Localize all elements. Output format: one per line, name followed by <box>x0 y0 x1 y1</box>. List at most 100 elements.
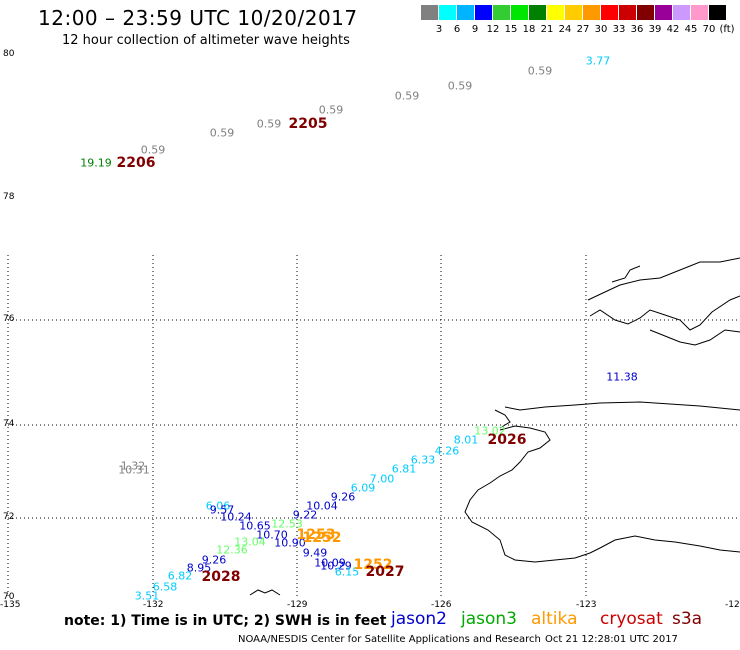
swh-observation: 0.59 <box>140 143 166 157</box>
scale-label: (ft) <box>719 24 735 35</box>
scale-label: 33 <box>612 24 626 35</box>
map-subtitle: 12 hour collection of altimeter wave hei… <box>62 33 350 48</box>
scale-label: 24 <box>558 24 572 35</box>
scale-label: 21 <box>540 24 554 35</box>
swh-observation: 6.06 <box>205 499 231 513</box>
swh-observation: 6.15 <box>334 565 360 579</box>
scale-label: 6 <box>453 24 461 35</box>
scale-label: 9 <box>471 24 479 35</box>
scale-swatch <box>565 5 582 20</box>
pass-time-label: 1253 <box>296 527 336 543</box>
pass-time-label: 2205 <box>288 116 328 132</box>
scale-label: 70 <box>702 24 716 35</box>
lon-tick-label: -129 <box>287 600 308 610</box>
scale-label: 18 <box>522 24 536 35</box>
swh-observation: 6.58 <box>152 580 178 594</box>
scale-swatch <box>619 5 636 20</box>
swh-observation: 11.38 <box>606 370 638 384</box>
lon-tick-label: -126 <box>431 600 452 610</box>
swh-observation: 10.70 <box>256 528 288 542</box>
swh-observation: 0.59 <box>447 79 473 93</box>
swh-observation: 0.59 <box>318 103 344 117</box>
scale-swatch <box>583 5 600 20</box>
swh-observation: 9.26 <box>201 553 227 567</box>
swh-observation: 12.53 <box>271 517 303 531</box>
scale-label: 12 <box>486 24 500 35</box>
swh-observation: 10.29 <box>320 559 352 573</box>
scale-swatch <box>493 5 510 20</box>
pass-time-label: 1252 <box>302 530 342 546</box>
swh-observation: 12.36 <box>216 543 248 557</box>
swh-observation: 10.65 <box>239 519 271 533</box>
swh-observation: 9.57 <box>209 503 235 517</box>
scale-swatch <box>439 5 456 20</box>
lon-tick-label: -135 <box>0 600 21 610</box>
swh-observation: 3.51 <box>134 589 160 603</box>
scale-label: 30 <box>594 24 608 35</box>
lat-tick-label: 76 <box>3 314 15 324</box>
swh-observation: 0.59 <box>209 126 235 140</box>
scale-label: 27 <box>576 24 590 35</box>
scale-swatch <box>655 5 672 20</box>
pass-time-label: 2028 <box>201 569 241 585</box>
swh-observation: 10.90 <box>274 536 306 550</box>
swh-observation: 1.32 <box>120 459 146 473</box>
swh-observation: 13.04 <box>234 535 266 549</box>
swh-observation: 6.09 <box>350 481 376 495</box>
lon-tick-label: -132 <box>143 600 164 610</box>
scale-label: 3 <box>435 24 443 35</box>
lat-tick-label: 72 <box>3 512 15 522</box>
swh-observation: 10.24 <box>220 510 252 524</box>
scale-swatch <box>511 5 528 20</box>
scale-swatch <box>475 5 492 20</box>
scale-swatch <box>547 5 564 20</box>
scale-label: 36 <box>630 24 644 35</box>
satellite-legend-jason2: jason2 <box>391 609 447 629</box>
swh-observation: 6.82 <box>167 569 193 583</box>
swh-observation: 9.26 <box>330 490 356 504</box>
scale-swatch <box>691 5 708 20</box>
scale-swatch <box>601 5 618 20</box>
satellite-legend-altika: altika <box>531 609 578 629</box>
swh-observation: 3.77 <box>585 54 611 68</box>
scale-swatch <box>637 5 654 20</box>
pass-time-label: 2026 <box>487 432 527 448</box>
pass-time-label: 1252 <box>353 557 393 573</box>
credit-text: NOAA/NESDIS Center for Satellite Applica… <box>238 634 541 645</box>
pass-time-label: 2206 <box>116 155 156 171</box>
lon-tick-label: -123 <box>576 600 597 610</box>
pass-time-label: 2027 <box>365 564 405 580</box>
swh-observation: 6.81 <box>391 462 417 476</box>
satellite-legend-s3a: s3a <box>672 609 703 629</box>
lat-tick-label: 80 <box>3 49 15 59</box>
swh-observation: 7.00 <box>369 472 395 486</box>
lat-tick-label: 74 <box>3 419 15 429</box>
scale-label: 39 <box>648 24 662 35</box>
scale-label: 45 <box>684 24 698 35</box>
swh-observation: 4.26 <box>434 444 460 458</box>
swh-observation: 0.59 <box>256 117 282 131</box>
scale-swatch <box>673 5 690 20</box>
swh-observation: 8.95 <box>186 561 212 575</box>
lon-tick-label: -120 <box>725 600 740 610</box>
swh-observation: 19.19 <box>80 156 112 170</box>
swh-observation: 0.59 <box>394 89 420 103</box>
swh-observation: 9.49 <box>302 546 328 560</box>
scale-swatch <box>457 5 474 20</box>
satellite-legend-jason3: jason3 <box>461 609 517 629</box>
map-title: 12:00 – 23:59 UTC 10/20/2017 <box>38 6 358 30</box>
swh-observation: 13.02 <box>474 424 506 438</box>
swh-observation: 0.59 <box>527 64 553 78</box>
scale-label: 42 <box>666 24 680 35</box>
lat-tick-label: 78 <box>3 192 15 202</box>
scale-swatch <box>529 5 546 20</box>
legend-note: note: 1) Time is in UTC; 2) SWH is in fe… <box>64 613 387 629</box>
swh-observation: 10.31 <box>118 463 150 477</box>
scale-label: 15 <box>504 24 518 35</box>
lat-tick-label: 70 <box>3 592 15 602</box>
satellite-legend-cryosat: cryosat <box>600 609 663 629</box>
swh-observation: 9.22 <box>292 508 318 522</box>
swh-observation: 10.04 <box>306 499 338 513</box>
scale-swatch <box>709 5 726 20</box>
